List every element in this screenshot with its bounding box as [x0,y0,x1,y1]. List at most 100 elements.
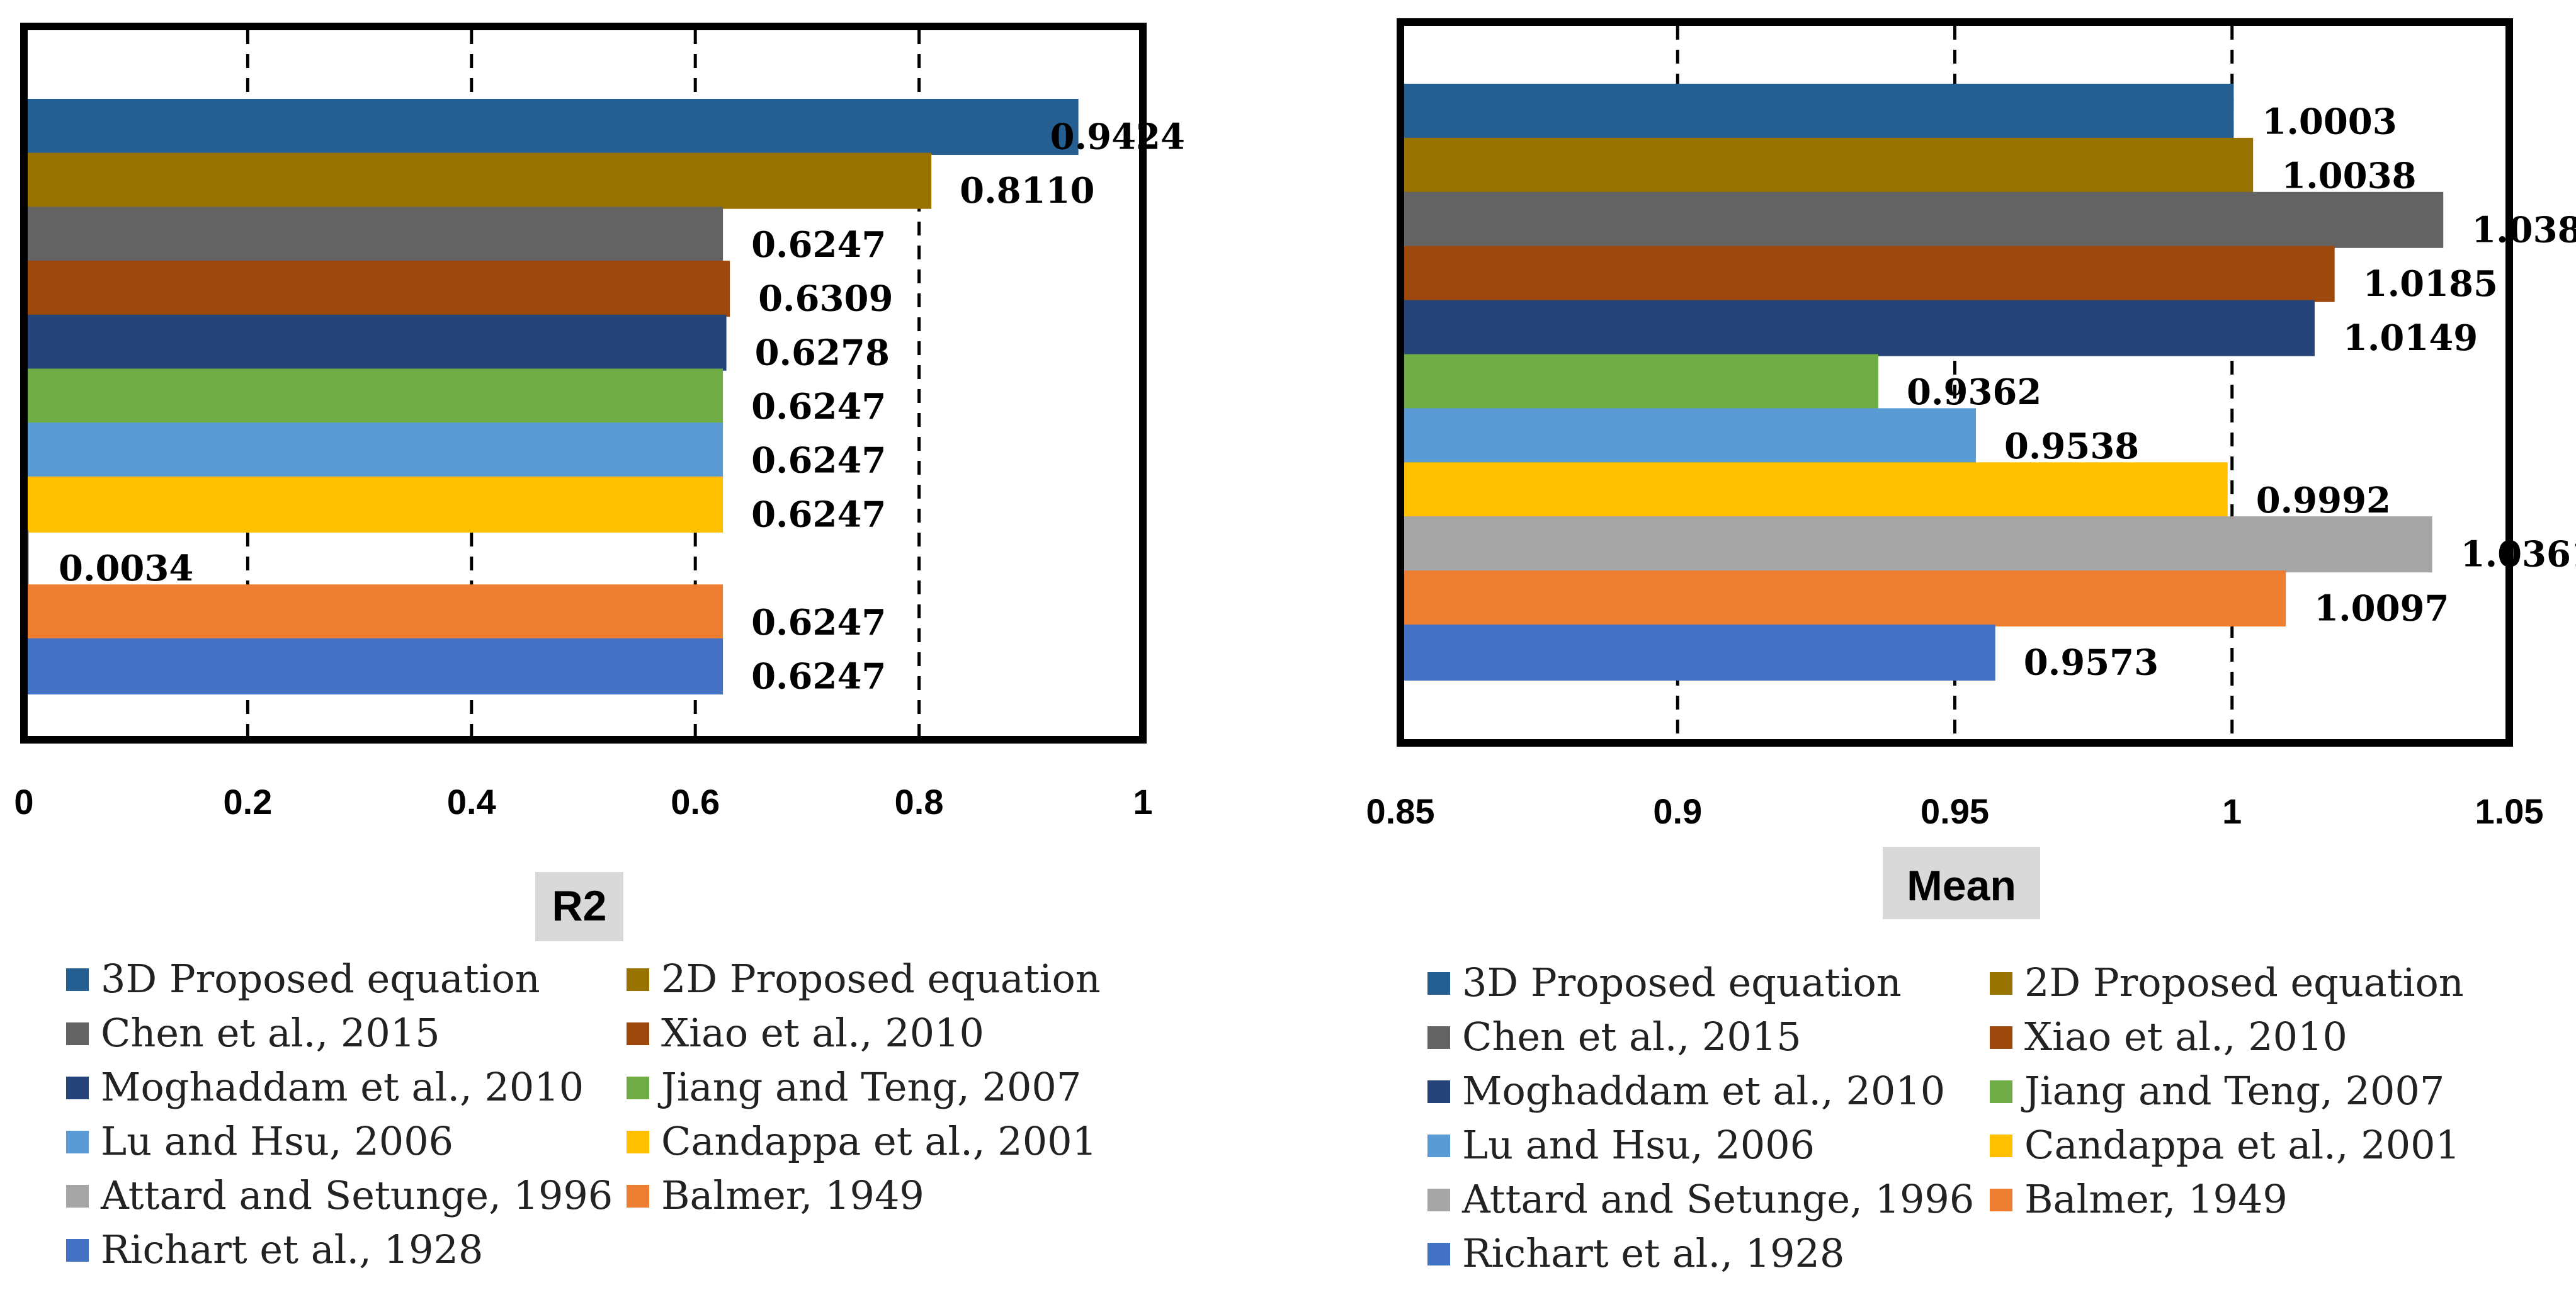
tick-label-r2-0: 0 [14,782,33,822]
legend-label-r2-6: Lu and Hsu, 2006 [101,1118,453,1164]
legend-swatch-mean-5 [1990,1080,2012,1103]
value-label-r2-6: 0.6247 [751,440,886,482]
value-label-mean-1: 1.0038 [2281,155,2416,196]
legend-swatch-r2-2 [66,1022,89,1045]
axis-title-r2: R2 [552,882,607,930]
value-label-r2-1: 0.8110 [960,170,1094,212]
legend-swatch-mean-9 [1990,1189,2012,1211]
legend-label-r2-2: Chen et al., 2015 [101,1010,440,1056]
value-label-r2-4: 0.6278 [755,332,890,373]
legend-mean: 3D Proposed equation 2D Proposed equation… [1427,960,2464,1276]
legend-swatch-mean-10 [1427,1243,1450,1265]
bar-mean-3 [1404,246,2335,302]
bar-mean-4 [1404,300,2315,356]
axis-title-box-mean [1883,847,2040,919]
legend-label-mean-10: Richart et al., 1928 [1462,1230,1844,1276]
legend-swatch-r2-9 [627,1185,649,1208]
value-label-mean-0: 1.0003 [2262,101,2397,143]
legend-swatch-r2-10 [66,1239,89,1262]
value-label-r2-9: 0.6247 [751,602,886,643]
legend-swatch-mean-4 [1427,1080,1450,1103]
legend-label-mean-9: Balmer, 1949 [2024,1176,2288,1222]
chart-r2: 0.94240.81100.62470.63090.62780.62470.62… [14,23,1185,1272]
legend-label-mean-7: Candappa et al., 2001 [2024,1122,2460,1168]
legend-label-r2-5: Jiang and Teng, 2007 [657,1064,1081,1110]
axis-title-box-r2 [535,872,623,941]
value-label-mean-3: 1.0185 [2363,263,2498,305]
legend-label-mean-3: Xiao et al., 2010 [2024,1014,2347,1060]
plot-frame-r2 [20,23,1147,744]
legend-label-r2-3: Xiao et al., 2010 [661,1010,984,1056]
legend-label-r2-4: Moghaddam et al., 2010 [101,1064,584,1110]
bar-r2-1 [28,152,932,209]
legend-swatch-mean-8 [1427,1189,1450,1211]
bar-r2-6 [28,422,723,479]
legend-label-r2-7: Candappa et al., 2001 [661,1118,1097,1164]
bar-mean-10 [1404,625,1995,681]
legend-swatch-r2-1 [627,968,649,991]
legend-label-mean-4: Moghaddam et al., 2010 [1462,1068,1945,1114]
value-label-mean-7: 0.9992 [2256,480,2391,521]
bar-mean-6 [1404,408,1976,465]
value-label-mean-6: 0.9538 [2004,426,2139,467]
tick-label-r2-3: 0.6 [671,782,720,822]
value-label-mean-10: 0.9573 [2024,642,2159,684]
legend-swatch-r2-7 [627,1131,649,1153]
value-label-r2-2: 0.6247 [751,224,886,266]
legend-label-mean-8: Attard and Setunge, 1996 [1461,1176,1974,1222]
legend-swatch-r2-4 [66,1077,89,1099]
tick-label-r2-4: 0.8 [895,782,944,822]
legend-label-mean-2: Chen et al., 2015 [1462,1014,1801,1060]
bar-r2-10 [28,638,723,694]
tick-label-mean-1: 0.9 [1653,791,1702,831]
legend-label-mean-1: 2D Proposed equation [2024,960,2464,1005]
legend-label-r2-0: 3D Proposed equation [101,956,540,1002]
bar-r2-3 [28,261,730,317]
tick-label-r2-1: 0.2 [223,782,272,822]
tick-label-r2-5: 1 [1133,782,1152,822]
bar-r2-8 [28,530,29,587]
tick-label-mean-4: 1.05 [2475,791,2544,831]
bar-mean-5 [1404,354,1878,410]
legend-swatch-r2-8 [66,1185,89,1208]
bar-r2-7 [28,476,723,533]
value-label-r2-0: 0.9424 [1050,116,1185,158]
legend-label-mean-6: Lu and Hsu, 2006 [1462,1122,1815,1168]
legend-label-r2-8: Attard and Setunge, 1996 [100,1172,613,1218]
value-label-mean-4: 1.0149 [2343,317,2478,359]
tick-label-r2-2: 0.4 [447,782,496,822]
value-label-r2-3: 0.6309 [758,278,893,320]
tick-label-mean-3: 1 [2222,791,2242,831]
legend-label-r2-1: 2D Proposed equation [661,956,1101,1002]
bar-r2-0 [28,99,1079,155]
legend-swatch-r2-6 [66,1131,89,1153]
bar-mean-8 [1404,516,2432,573]
legend-r2: 3D Proposed equation 2D Proposed equation… [66,956,1101,1272]
tick-label-mean-0: 0.85 [1366,791,1435,831]
axis-title-mean: Mean [1907,862,2016,910]
legend-swatch-mean-6 [1427,1135,1450,1157]
bar-r2-4 [28,314,727,371]
legend-swatch-mean-1 [1990,972,2012,995]
plot-frame-mean [1397,18,2513,747]
value-label-r2-10: 0.6247 [751,656,886,698]
legend-swatch-r2-3 [627,1022,649,1045]
legend-label-r2-9: Balmer, 1949 [661,1172,924,1218]
bar-r2-2 [28,207,723,263]
bar-r2-9 [28,584,723,641]
value-label-mean-9: 1.0097 [2314,588,2449,630]
bar-mean-9 [1404,570,2286,627]
value-label-r2-8: 0.0034 [59,548,193,589]
legend-swatch-mean-7 [1990,1135,2012,1157]
bar-mean-7 [1404,462,2228,519]
bar-r2-5 [28,368,723,425]
legend-swatch-r2-5 [627,1077,649,1099]
value-label-r2-7: 0.6247 [751,494,886,535]
value-label-mean-5: 0.9362 [1907,371,2041,413]
bar-mean-1 [1404,137,2254,194]
legend-swatch-mean-0 [1427,972,1450,995]
value-label-r2-5: 0.6247 [751,386,886,427]
